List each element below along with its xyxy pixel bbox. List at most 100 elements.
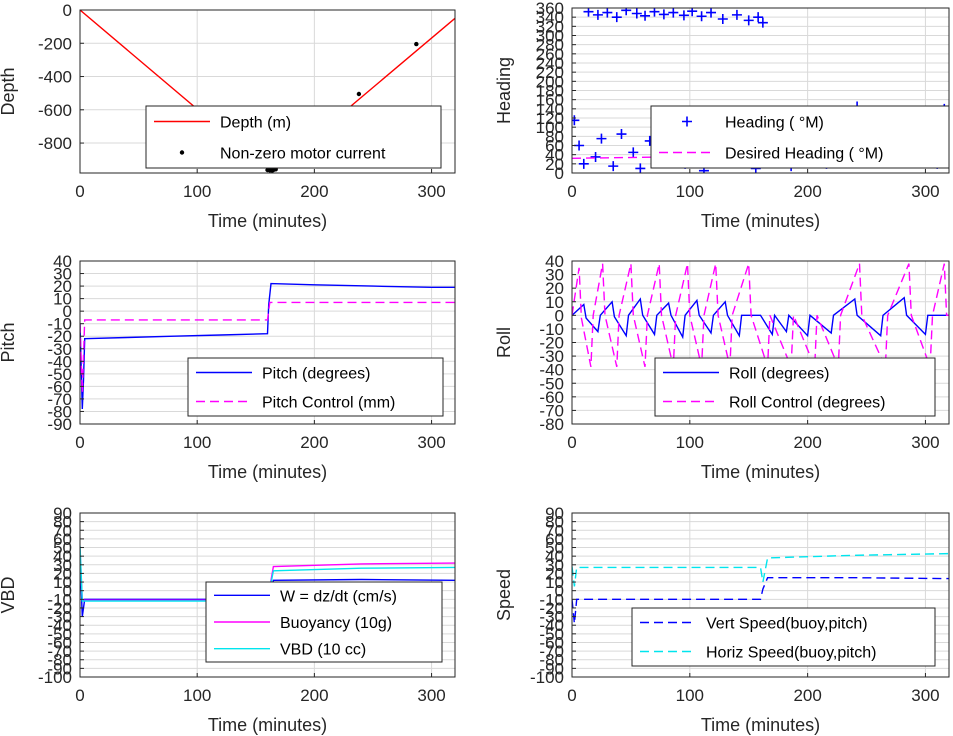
y-tick-label: 100 [536,118,564,137]
y-tick-label: 40 [545,146,564,165]
x-tick-label: 300 [911,686,939,705]
series-group [80,10,455,173]
y-tick-label: -60 [539,388,564,407]
series-heading-0-point [621,8,632,16]
y-tick-label: -10 [539,320,564,339]
y-tick-label: -40 [539,616,564,635]
legend-entry: Horiz Speed(buoy,pitch) [706,645,876,662]
y-tick-label: 90 [545,504,564,523]
y-tick-label: 0 [63,302,72,321]
legend-entry: Pitch Control (mm) [262,395,395,412]
y-tick-label: -10 [47,315,72,334]
series-heading-0-point [696,11,707,22]
x-tick-label: 200 [300,433,328,452]
legend-entry: W = dz/dt (cm/s) [280,588,397,605]
series-group [572,263,949,368]
series-heading-0-point [678,10,689,21]
x-axis-label: Time (minutes) [701,715,820,735]
series-heading-0-point [706,8,717,18]
y-tick-label: -10 [47,590,72,609]
legend-entry: Heading ( °M) [725,115,824,132]
series-speed-1-line [572,552,949,587]
series-heading-0-point [635,163,646,173]
axes-box [571,512,950,678]
y-axis-label: Pitch [0,322,18,362]
chart-roll: 0 100 200 300403020100-10-20-30-40-50-60-70… [494,252,950,482]
y-tick-label: -80 [47,651,72,670]
y-tick-label: 0 [555,306,564,325]
series-heading-0-point [602,8,613,18]
x-axis-label: Time (minutes) [701,462,820,482]
y-tick-label: 80 [545,127,564,146]
y-tick-label: 240 [536,54,564,73]
y-tick-label: 10 [545,293,564,312]
series-heading-0-point [608,161,619,172]
y-tick-label: -70 [539,401,564,420]
y-tick-label: -200 [38,34,72,53]
y-tick-label: 280 [536,36,564,55]
y-tick-label: -20 [47,599,72,618]
y-axis-label: Heading [494,57,514,124]
series-heading-0-point [731,9,742,20]
legend-entry: VBD (10 cc) [280,642,366,659]
y-tick-label: 50 [545,539,564,558]
y-tick-label: -70 [539,642,564,661]
x-tick-label: 300 [417,182,445,201]
legend-entry: Pitch (degrees) [262,366,371,383]
y-tick-label: 10 [53,573,72,592]
y-tick-label: -30 [539,347,564,366]
x-tick-label: 0 [567,182,576,201]
x-tick-label: 300 [911,182,939,201]
y-tick-label: -60 [539,633,564,652]
x-tick-label: 100 [676,686,704,705]
y-tick-label: 40 [545,547,564,566]
x-tick-label: 300 [911,433,939,452]
y-axis-label: VBD [0,576,18,613]
y-tick-label: 60 [53,530,72,549]
y-tick-label: -100 [38,668,72,687]
y-tick-label: -60 [47,633,72,652]
legend-swatch [682,116,692,127]
y-tick-label: 30 [545,556,564,575]
series-heading-0-point [717,14,728,24]
y-tick-label: -40 [539,361,564,380]
axes-box [79,260,456,425]
y-tick-label: -60 [47,377,72,396]
x-tick-label: 100 [183,686,211,705]
series-heading-0-point [757,17,768,28]
series-heading-0-point [592,9,603,20]
y-tick-label: 0 [63,1,72,20]
chart-heading: 0 100 200 300020406080100120140160180200220… [494,0,950,231]
x-tick-label: 200 [300,686,328,705]
y-tick-label: -50 [539,374,564,393]
y-tick-label: -20 [47,327,72,346]
y-tick-label: -80 [539,415,564,434]
x-tick-label: 0 [567,686,576,705]
x-tick-label: 0 [75,433,84,452]
chart-depth: 0 100 200 300 0 -200 -400 -600 -800 Time (minutes… [0,1,456,231]
legend-entry: Non-zero motor current [220,146,386,163]
y-tick-label: 20 [545,564,564,583]
series-heading-0-point [631,8,642,19]
series-group [572,552,949,624]
y-tick-label: -70 [47,642,72,661]
chart-speed: 0 100 200 3009080706050403020100-10-20-30-4… [494,504,950,735]
series-heading-0-point [687,8,698,17]
y-tick-label: 20 [545,279,564,298]
x-tick-label: 100 [183,433,211,452]
legend-entry: Depth (m) [220,115,291,132]
y-tick-label: 40 [53,252,72,271]
legend-box [631,607,936,667]
y-tick-label: 220 [536,63,564,82]
series-heading-0-point [668,8,679,18]
y-tick-label: 300 [536,27,564,46]
y-tick-label: -50 [47,365,72,384]
y-tick-label: 50 [53,539,72,558]
series-roll-1-line [572,263,949,368]
y-tick-label: -30 [47,608,72,627]
y-tick-label: -40 [47,616,72,635]
y-tick-label: -90 [47,659,72,678]
series-group [80,282,455,410]
legend-entry: Desired Heading ( °M) [725,146,883,163]
